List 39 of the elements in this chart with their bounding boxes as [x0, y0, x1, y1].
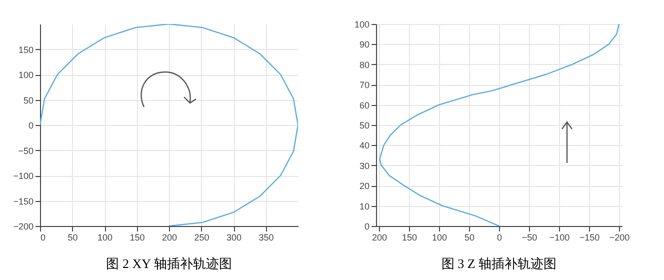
y-tick-label: −100	[13, 171, 34, 181]
x-tick-label: 200	[162, 232, 178, 242]
y-tick-label: 30	[359, 160, 370, 171]
x-tick-label: 100	[97, 232, 113, 242]
x-tick-label: 100	[432, 232, 448, 242]
y-tick-label: 0	[28, 120, 34, 130]
x-tick-label: 300	[226, 232, 242, 242]
x-tick-label: 350	[258, 232, 274, 242]
x-tick-label: 200	[372, 232, 388, 242]
y-tick-label: 0	[364, 222, 370, 232]
y-tick-label: −150	[13, 196, 34, 206]
y-tick-label: −200	[13, 222, 34, 232]
y-tick-label: 50	[23, 95, 34, 106]
x-tick-label: 250	[194, 232, 210, 242]
y-tick-label: −50	[18, 146, 34, 156]
x-tick-label: 50	[464, 232, 475, 242]
x-tick-label: −200	[609, 232, 630, 242]
x-tick-label: 150	[402, 232, 418, 242]
y-tick-label: 150	[18, 44, 34, 55]
x-tick-label: −50	[522, 232, 538, 242]
y-tick-label: 20	[359, 181, 370, 192]
y-tick-label: 90	[359, 40, 370, 50]
y-tick-label: 40	[359, 140, 370, 151]
x-tick-label: 150	[130, 232, 145, 242]
y-tick-label: 80	[359, 60, 370, 70]
y-tick-label: 10	[359, 201, 370, 212]
y-tick-label: 100	[354, 20, 370, 30]
y-tick-label: 60	[359, 100, 370, 110]
x-tick-label: −100	[549, 232, 570, 242]
x-tick-label: −150	[579, 232, 600, 242]
x-tick-label: 0	[496, 232, 502, 242]
text: 图 2 XY 轴插补轨迹图	[106, 256, 232, 271]
x-tick-label: 50	[68, 232, 78, 242]
y-tick-label: 50	[359, 120, 370, 130]
line-series	[379, 24, 620, 226]
y-tick-label: 100	[18, 70, 34, 80]
x-tick-label: 0	[40, 232, 46, 242]
text: 图 3 Z 轴插补轨迹图	[441, 256, 557, 271]
y-tick-label: 70	[359, 80, 370, 90]
